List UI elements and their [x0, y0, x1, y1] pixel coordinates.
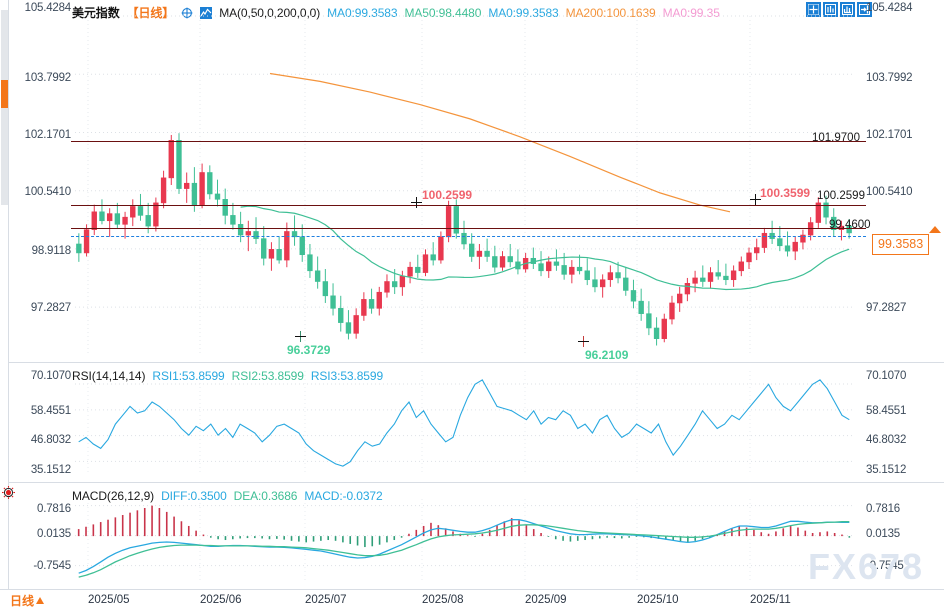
current-price-arrow	[929, 226, 941, 233]
price-tick-left-3: 100.5410	[24, 186, 72, 198]
chart-toolbar[interactable]	[806, 2, 872, 17]
ma0c-value: MA0:99.35	[662, 6, 720, 20]
macd-tick-right-2: -0.7545	[866, 560, 904, 572]
price-tick-left-5: 97.2827	[30, 302, 71, 314]
rsi2-value: RSI2:53.8599	[231, 369, 304, 383]
period-up-triangle-icon	[36, 597, 45, 604]
chart-fit-button[interactable]	[823, 2, 838, 17]
rsi-tick-right-0: 70.1070	[866, 370, 907, 382]
x-tick-3: 2025/08	[422, 594, 464, 606]
price-tick-left-0: 105.4284	[24, 2, 72, 14]
price-tick-left-4: 98.9118	[31, 245, 72, 257]
swing-low-marker-2	[578, 336, 589, 347]
macd-tick-left-0: 0.7816	[37, 503, 71, 515]
rsi-chart-panel[interactable]	[71, 363, 866, 481]
price-tick-right-5: 97.2827	[866, 302, 907, 314]
rsi3-value: RSI3:53.8599	[310, 369, 384, 383]
level-label-101-97: 101.9700	[812, 132, 860, 144]
rsi-tick-left-2: 46.8032	[30, 434, 71, 446]
x-tick-2: 2025/07	[305, 594, 347, 606]
rsi-plot-svg[interactable]	[71, 363, 866, 481]
rsi-panel-legend: RSI(14,14,14) RSI1:53.8599 RSI2:53.8599 RSI…	[72, 369, 390, 383]
swing-high-marker-1	[411, 197, 422, 208]
macd-tick-right-0: 0.7816	[866, 503, 900, 515]
ma-formula-label: MA(0,50,0,200,0,0)	[219, 6, 321, 20]
chart-expand-button[interactable]	[857, 2, 872, 17]
macd-macd-value: MACD:-0.0372	[304, 489, 383, 503]
macd-dea-value: DEA:0.3686	[233, 489, 298, 503]
price-chart-panel[interactable]	[71, 8, 866, 358]
resistance-line-101-97[interactable]	[71, 141, 866, 142]
x-tick-4: 2025/09	[525, 594, 567, 606]
x-axis: 日线 2025/05 2025/06 2025/07 2025/08 2025/…	[0, 589, 944, 610]
rsi-tick-right-3: 35.1512	[866, 464, 907, 476]
current-price-tag[interactable]: 99.3583	[872, 234, 930, 255]
crosshair-target-icon[interactable]	[181, 7, 193, 19]
rsi-tick-left-0: 70.1070	[30, 370, 71, 382]
swing-high-marker-2	[750, 194, 761, 205]
macd-diff-value: DIFF:0.3500	[161, 489, 227, 503]
period-selector-label: 日线	[10, 594, 35, 608]
x-tick-1: 2025/06	[200, 594, 242, 606]
annotation-swing-high-100-2599: 100.2599	[422, 188, 473, 202]
support-line-99-46[interactable]	[71, 228, 866, 229]
macd-tick-left-1: 0.0135	[37, 528, 71, 540]
level-label-100-2599: 100.2599	[817, 190, 865, 202]
macd-tick-right-1: 0.0135	[866, 528, 900, 540]
annotation-swing-low-96-3729: 96.3729	[287, 343, 331, 357]
macd-panel-divider	[9, 482, 944, 483]
watermark: FX678	[808, 546, 925, 587]
price-tick-left-2: 102.1701	[24, 129, 72, 141]
x-tick-0: 2025/05	[88, 594, 130, 606]
rsi-tick-right-2: 46.8032	[866, 434, 907, 446]
macd-plot-svg[interactable]	[71, 483, 866, 589]
swing-low-marker-1	[295, 331, 306, 342]
price-tick-right-3: 100.5410	[866, 186, 913, 198]
brightness-sun-icon[interactable]	[2, 486, 15, 499]
price-tick-right-0: 105.4284	[866, 2, 913, 14]
period-label: 【日线】	[126, 6, 175, 20]
rsi-tick-left-1: 58.4551	[30, 405, 71, 417]
macd-panel-legend: MACD(26,12,9) DIFF:0.3500 DEA:0.3686 MACD:-…	[72, 489, 390, 503]
left-scrollbar-rail[interactable]	[0, 0, 9, 589]
rsi-formula-label: RSI(14,14,14)	[72, 369, 146, 383]
crosshair-move-button[interactable]	[806, 2, 821, 17]
macd-chart-panel[interactable]	[71, 483, 866, 589]
rsi-tick-right-1: 58.4551	[866, 405, 907, 417]
macd-tick-left-2: -0.7545	[33, 560, 71, 572]
scrollbar-thumb[interactable]	[1, 80, 8, 108]
resistance-line-100-2599[interactable]	[71, 205, 866, 206]
price-tick-left-1: 103.7992	[24, 72, 72, 84]
level-label-99-46: 99.4600	[829, 219, 871, 231]
annotation-swing-high-100-3599: 100.3599	[760, 186, 811, 200]
period-selector[interactable]: 日线	[10, 592, 45, 609]
rsi-panel-divider	[9, 362, 944, 363]
price-tick-right-1: 103.7992	[866, 72, 913, 84]
chart-align-button[interactable]	[840, 2, 855, 17]
annotation-swing-low-96-2109: 96.2109	[585, 348, 629, 362]
macd-formula-label: MACD(26,12,9)	[72, 489, 155, 503]
current-price-line[interactable]	[71, 236, 866, 237]
rsi-tick-left-3: 35.1512	[30, 464, 71, 476]
price-plot-svg[interactable]	[71, 8, 866, 358]
price-tick-right-2: 102.1701	[866, 129, 913, 141]
ma0b-value: MA0:99.3583	[488, 6, 559, 20]
ma200-value: MA200:100.1639	[565, 6, 656, 20]
x-tick-6: 2025/11	[750, 594, 791, 606]
rsi1-value: RSI1:53.8599	[152, 369, 225, 383]
x-tick-5: 2025/10	[637, 594, 679, 606]
